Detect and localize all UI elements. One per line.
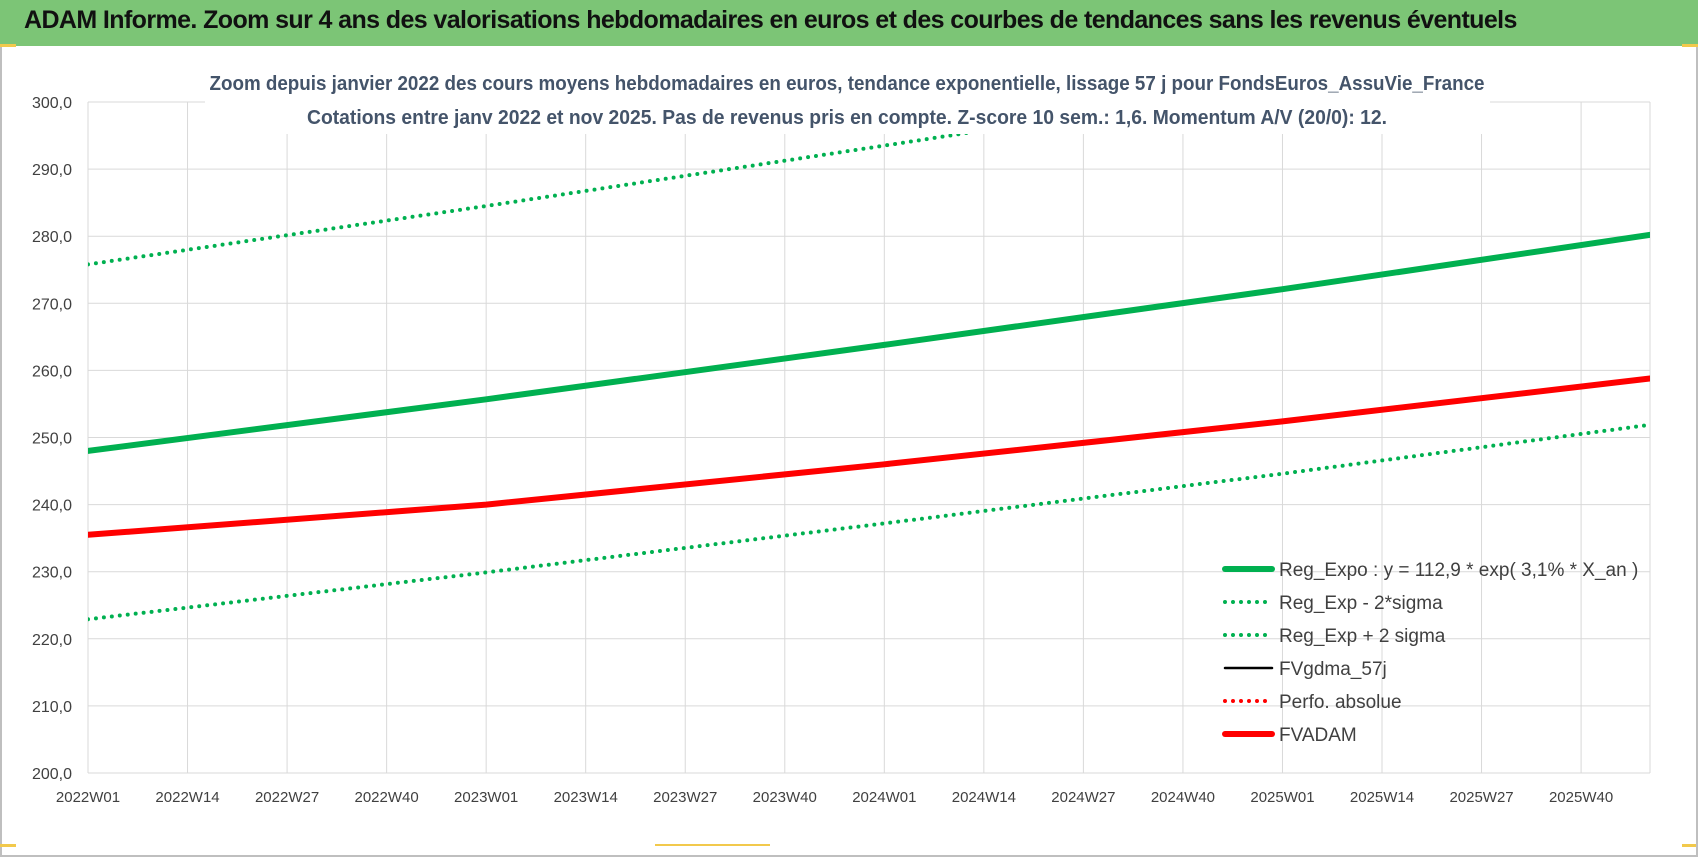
series-layer bbox=[88, 102, 1650, 622]
x-tick-label: 2024W01 bbox=[852, 789, 916, 806]
x-tick-label: 2024W14 bbox=[952, 789, 1016, 806]
legend-label: FVADAM bbox=[1279, 725, 1357, 746]
y-tick-label: 290,0 bbox=[32, 162, 72, 179]
corner-accent-left bbox=[0, 44, 16, 47]
x-tick-label: 2024W27 bbox=[1051, 789, 1115, 806]
x-tick-label: 2022W01 bbox=[56, 789, 120, 806]
x-tick-label: 2022W27 bbox=[255, 789, 319, 806]
series-line-1 bbox=[88, 422, 1650, 622]
x-tick-label: 2024W40 bbox=[1151, 789, 1215, 806]
x-tick-label: 2025W40 bbox=[1549, 789, 1613, 806]
chart-grid bbox=[87, 101, 1651, 774]
y-tick-label: 200,0 bbox=[32, 766, 72, 783]
x-tick-label: 2022W14 bbox=[155, 789, 219, 806]
series-line-2 bbox=[88, 102, 1183, 267]
y-tick-label: 210,0 bbox=[32, 699, 72, 716]
legend-label: Reg_Expo : y = 112,9 * exp( 3,1% * X_an … bbox=[1279, 560, 1638, 581]
x-tick-label: 2025W14 bbox=[1350, 789, 1414, 806]
corner-accent-bottom-mid bbox=[655, 844, 770, 846]
legend-label: Perfo. absolue bbox=[1279, 692, 1402, 713]
x-tick-label: 2023W27 bbox=[653, 789, 717, 806]
y-tick-label: 220,0 bbox=[32, 632, 72, 649]
chart-title-line-1: Zoom depuis janvier 2022 des cours moyen… bbox=[210, 73, 1485, 95]
corner-accent-bottom-left bbox=[0, 844, 16, 847]
legend-label: Reg_Exp + 2 sigma bbox=[1279, 626, 1446, 647]
legend-label: FVgdma_57j bbox=[1279, 659, 1387, 680]
x-tick-label: 2023W14 bbox=[554, 789, 618, 806]
chart-frame bbox=[0, 46, 1698, 857]
y-tick-label: 270,0 bbox=[32, 296, 72, 313]
series-line-0 bbox=[88, 231, 1650, 454]
chart-legend: Reg_Expo : y = 112,9 * exp( 3,1% * X_an … bbox=[1222, 560, 1638, 746]
y-tick-label: 250,0 bbox=[32, 431, 72, 448]
corner-accent-right bbox=[1682, 44, 1698, 47]
legend-label: Reg_Exp - 2*sigma bbox=[1279, 593, 1443, 614]
y-tick-label: 300,0 bbox=[32, 95, 72, 112]
x-tick-label: 2025W01 bbox=[1250, 789, 1314, 806]
chart-title-line-2: Cotations entre janv 2022 et nov 2025. P… bbox=[307, 107, 1387, 129]
series-line-4 bbox=[88, 376, 1650, 537]
y-tick-label: 260,0 bbox=[32, 363, 72, 380]
y-tick-label: 230,0 bbox=[32, 565, 72, 582]
x-tick-label: 2023W01 bbox=[454, 789, 518, 806]
report-title: ADAM Informe. Zoom sur 4 ans des valoris… bbox=[24, 6, 1517, 34]
x-tick-label: 2025W27 bbox=[1449, 789, 1513, 806]
x-axis-ticks: 2022W01 2022W14 2022W27 2022W40 2023W01 2023W… bbox=[56, 789, 1613, 806]
x-tick-label: 2023W40 bbox=[753, 789, 817, 806]
y-axis-ticks: 200,0 210,0 220,0 230,0 240,0 250,0 260,0 270,0… bbox=[32, 95, 72, 783]
corner-accent-bottom-right bbox=[1682, 844, 1696, 847]
y-tick-label: 240,0 bbox=[32, 498, 72, 515]
x-tick-label: 2022W40 bbox=[355, 789, 419, 806]
report-banner: ADAM Informe. Zoom sur 4 ans des valoris… bbox=[0, 0, 1698, 46]
title-backdrop bbox=[205, 64, 1490, 134]
y-tick-label: 280,0 bbox=[32, 229, 72, 246]
